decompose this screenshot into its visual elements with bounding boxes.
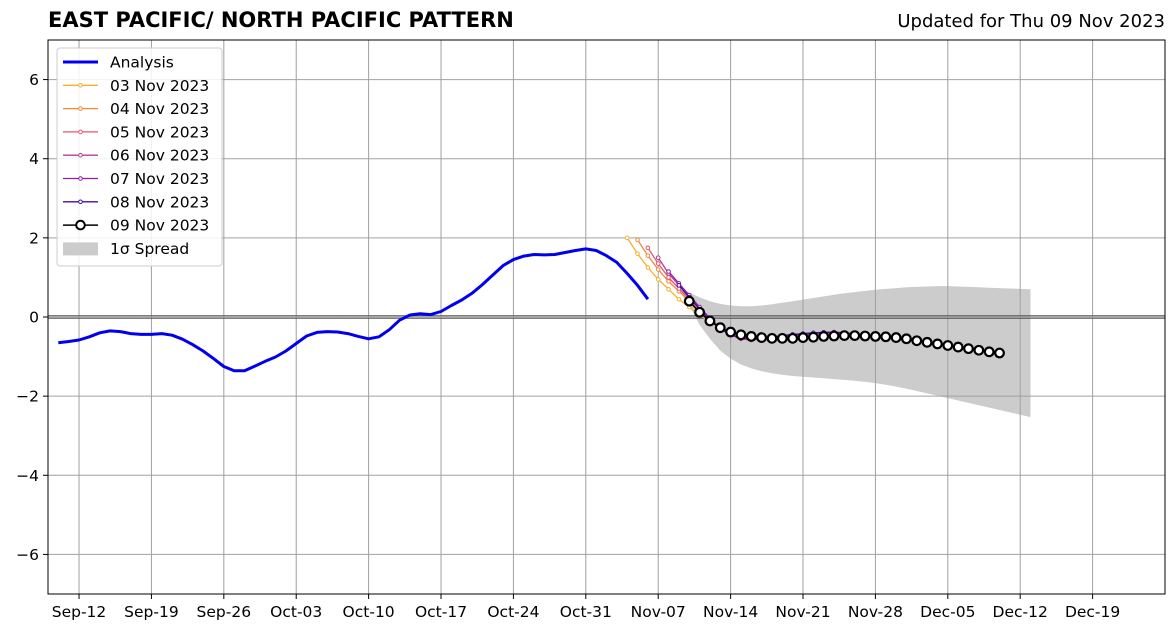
legend-label: 07 Nov 2023 xyxy=(110,170,209,188)
spread-band xyxy=(678,286,1031,418)
data-point xyxy=(911,335,923,347)
legend-label: 09 Nov 2023 xyxy=(110,217,209,235)
data-point xyxy=(766,332,778,344)
data-point xyxy=(797,332,809,343)
data-point xyxy=(983,346,995,358)
data-point xyxy=(666,275,671,280)
data-point xyxy=(776,332,788,344)
data-point xyxy=(942,340,954,351)
data-point xyxy=(635,237,640,243)
legend-swatch-marker xyxy=(78,199,83,205)
data-point xyxy=(666,269,671,274)
updated-date: Updated for Thu 09 Nov 2023 xyxy=(897,11,1165,32)
data-point xyxy=(818,330,830,342)
data-point xyxy=(676,296,682,302)
x-tick-label: Sep-19 xyxy=(124,603,179,621)
data-point xyxy=(901,333,912,345)
data-point xyxy=(683,295,695,307)
legend-label: 03 Nov 2023 xyxy=(110,77,209,95)
legend-label: 05 Nov 2023 xyxy=(110,123,209,141)
legend-swatch-marker xyxy=(75,219,86,231)
data-point xyxy=(756,332,768,343)
data-point xyxy=(849,330,861,341)
legend-swatch-marker xyxy=(78,152,83,158)
x-tick-label: Dec-05 xyxy=(920,603,975,621)
data-point xyxy=(676,283,682,288)
data-point xyxy=(635,251,640,256)
y-tick-label: 6 xyxy=(29,71,39,89)
x-tick-label: Oct-31 xyxy=(560,603,612,621)
x-tick-label: Nov-28 xyxy=(848,603,903,621)
data-point xyxy=(655,261,661,266)
x-tick-label: Oct-10 xyxy=(343,603,395,621)
series-line-analysis xyxy=(58,247,650,373)
data-point xyxy=(645,253,651,258)
plot-content xyxy=(48,40,1165,594)
data-point xyxy=(645,265,651,270)
data-point xyxy=(870,330,881,342)
legend-label: 06 Nov 2023 xyxy=(110,147,209,165)
data-point xyxy=(838,330,850,341)
x-tick-label: Oct-24 xyxy=(487,603,539,621)
legend-label: 08 Nov 2023 xyxy=(110,193,209,211)
data-point xyxy=(655,267,661,272)
x-tick-label: Dec-19 xyxy=(1065,603,1120,621)
legend-swatch-marker xyxy=(78,129,83,135)
x-tick-label: Oct-03 xyxy=(270,603,322,621)
y-tick-label: 2 xyxy=(29,229,39,247)
y-tick-label: −2 xyxy=(16,388,39,406)
data-point xyxy=(880,331,892,343)
data-point xyxy=(666,287,671,292)
data-point xyxy=(735,329,747,341)
x-tick-label: Nov-14 xyxy=(703,603,758,621)
x-tick-label: Dec-12 xyxy=(993,603,1048,621)
x-tick-label: Sep-26 xyxy=(197,603,252,621)
data-point xyxy=(994,347,1005,359)
legend-swatch-marker xyxy=(78,176,83,181)
legend-box xyxy=(56,47,223,267)
data-point xyxy=(725,326,737,338)
data-point xyxy=(890,332,902,343)
data-point xyxy=(932,338,943,350)
legend-label: Analysis xyxy=(110,54,174,72)
data-point xyxy=(624,235,630,241)
data-point xyxy=(859,330,871,342)
legend-swatch-spread xyxy=(63,242,98,256)
x-tick-label: Sep-12 xyxy=(52,603,107,621)
data-point xyxy=(666,279,671,284)
legend-label: 04 Nov 2023 xyxy=(110,100,209,118)
y-tick-label: 0 xyxy=(29,309,39,327)
x-tick-label: Nov-07 xyxy=(631,603,686,621)
data-point xyxy=(745,330,757,342)
y-tick-label: −4 xyxy=(16,467,39,485)
legend: Analysis 03 Nov 2023 04 Nov 2023 05 Nov 202… xyxy=(56,47,223,267)
data-point xyxy=(973,344,985,356)
y-tick-label: −6 xyxy=(16,546,39,564)
data-point xyxy=(645,245,651,251)
x-tick-label: Oct-17 xyxy=(415,603,467,621)
data-point xyxy=(787,332,799,344)
data-point xyxy=(963,343,974,355)
y-tick-label: 4 xyxy=(29,150,39,168)
x-tick-label: Nov-21 xyxy=(775,603,830,621)
data-point xyxy=(807,331,819,343)
data-point xyxy=(655,277,661,282)
data-point xyxy=(694,306,705,318)
legend-swatch-marker xyxy=(78,106,83,111)
data-point xyxy=(952,341,964,353)
data-point xyxy=(714,322,726,334)
legend-swatch-marker xyxy=(78,83,83,88)
legend-label: 1σ Spread xyxy=(110,240,189,258)
data-point xyxy=(828,330,840,342)
data-point xyxy=(655,255,661,260)
data-point xyxy=(704,315,716,327)
chart-title: EAST PACIFIC/ NORTH PACIFIC PATTERN xyxy=(48,8,514,32)
data-point xyxy=(921,336,933,348)
